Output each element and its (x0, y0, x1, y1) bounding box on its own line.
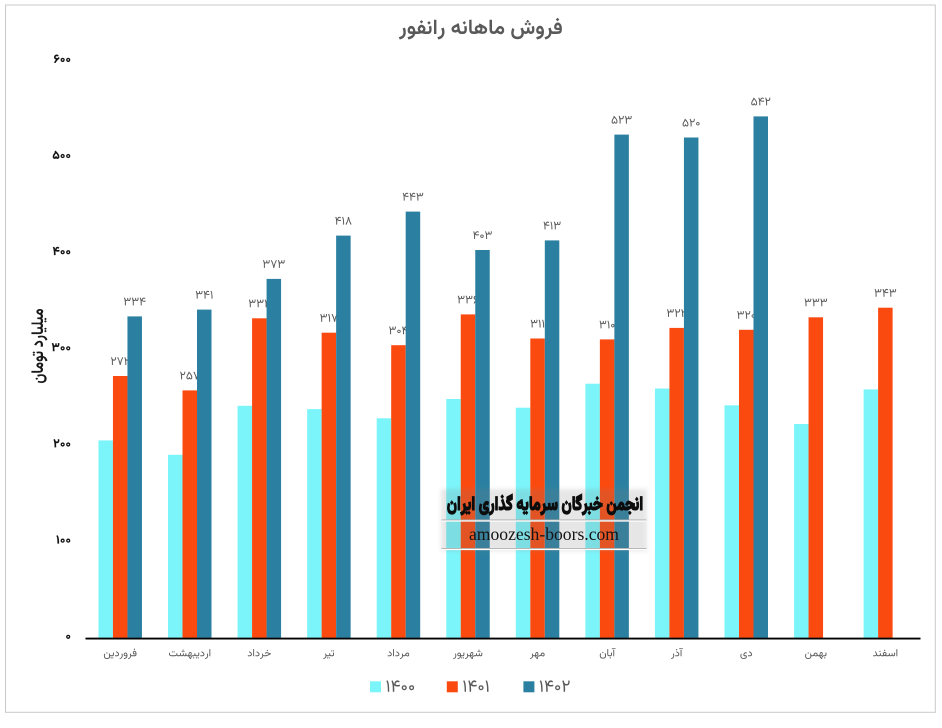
svg-text:amoozesh-boors.com: amoozesh-boors.com (469, 524, 619, 544)
